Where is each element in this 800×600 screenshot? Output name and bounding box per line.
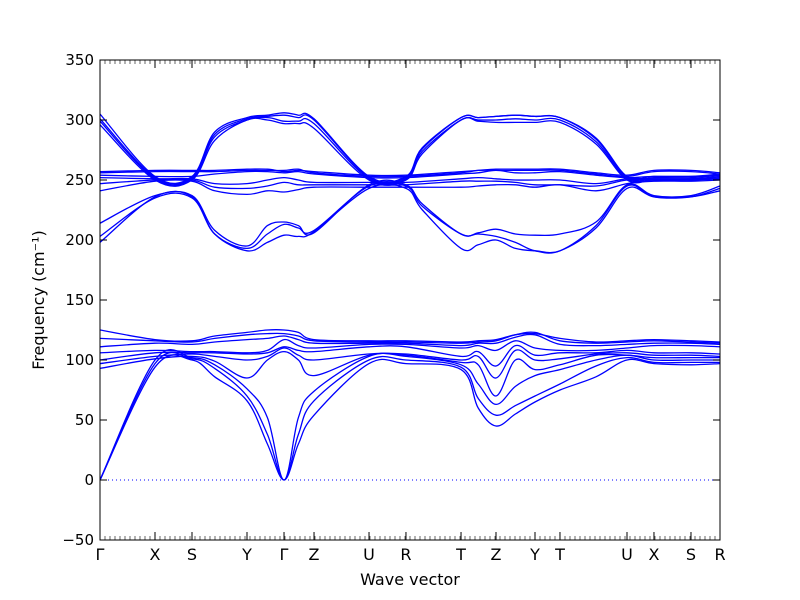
branch-line-4 xyxy=(100,350,720,397)
branch-line-5 xyxy=(100,347,720,379)
branch-line-21 xyxy=(100,116,720,186)
branch-line-9 xyxy=(100,331,720,344)
y-tick-label: 0 xyxy=(84,471,94,489)
x-tick-label: U xyxy=(363,545,375,564)
branch-line-6 xyxy=(100,344,720,367)
x-axis-label: Wave vector xyxy=(360,570,460,589)
branch-line-13 xyxy=(100,179,720,247)
y-axis-ticks: −50 0 50 100 150 200 250 300 350 xyxy=(62,51,720,549)
x-tick-label: Z xyxy=(309,545,320,564)
x-tick-label: T xyxy=(455,545,466,564)
branch-line-20 xyxy=(100,117,720,187)
x-tick-label: X xyxy=(150,545,161,564)
y-tick-label: 250 xyxy=(65,171,94,189)
branch-line-3 xyxy=(100,348,720,481)
x-tick-label: T xyxy=(554,545,565,564)
x-tick-label: R xyxy=(400,545,411,564)
branch-line-11 xyxy=(100,183,720,254)
y-axis-label: Frequency (cm⁻¹) xyxy=(29,230,48,369)
y-tick-label: 200 xyxy=(65,231,94,249)
branch-line-17 xyxy=(100,169,720,179)
x-tick-label: Y xyxy=(241,545,252,564)
branch-line-8 xyxy=(100,333,720,348)
branch-line-16 xyxy=(100,176,720,185)
branch-line-15 xyxy=(100,178,720,190)
x-tick-label: Γ xyxy=(280,545,289,564)
y-tick-label: 100 xyxy=(65,351,94,369)
branch-line-23 xyxy=(100,112,720,185)
branch-line-7 xyxy=(100,338,720,354)
x-tick-label: U xyxy=(621,545,633,564)
y-tick-label: 50 xyxy=(75,411,94,429)
x-tick-label: X xyxy=(648,545,659,564)
y-tick-label: 350 xyxy=(65,51,94,69)
x-tick-label: S xyxy=(686,545,696,564)
branch-line-10 xyxy=(100,329,720,343)
x-tick-label: Z xyxy=(491,545,502,564)
x-tick-label: R xyxy=(714,545,725,564)
y-tick-label: 300 xyxy=(65,111,94,129)
branch-line-19 xyxy=(100,168,720,177)
y-tick-label: 150 xyxy=(65,291,94,309)
branch-line-22 xyxy=(100,114,720,185)
x-tick-label: Γ xyxy=(96,545,105,564)
branch-line-1 xyxy=(100,354,720,481)
x-tick-label: Y xyxy=(529,545,540,564)
branch-line-12 xyxy=(100,180,720,254)
x-tick-label: S xyxy=(187,545,197,564)
branch-line-18 xyxy=(100,168,720,178)
y-tick-label: −50 xyxy=(62,531,94,549)
phonon-branches xyxy=(100,112,720,481)
branch-line-14 xyxy=(100,179,720,196)
branch-line-2 xyxy=(100,351,720,481)
